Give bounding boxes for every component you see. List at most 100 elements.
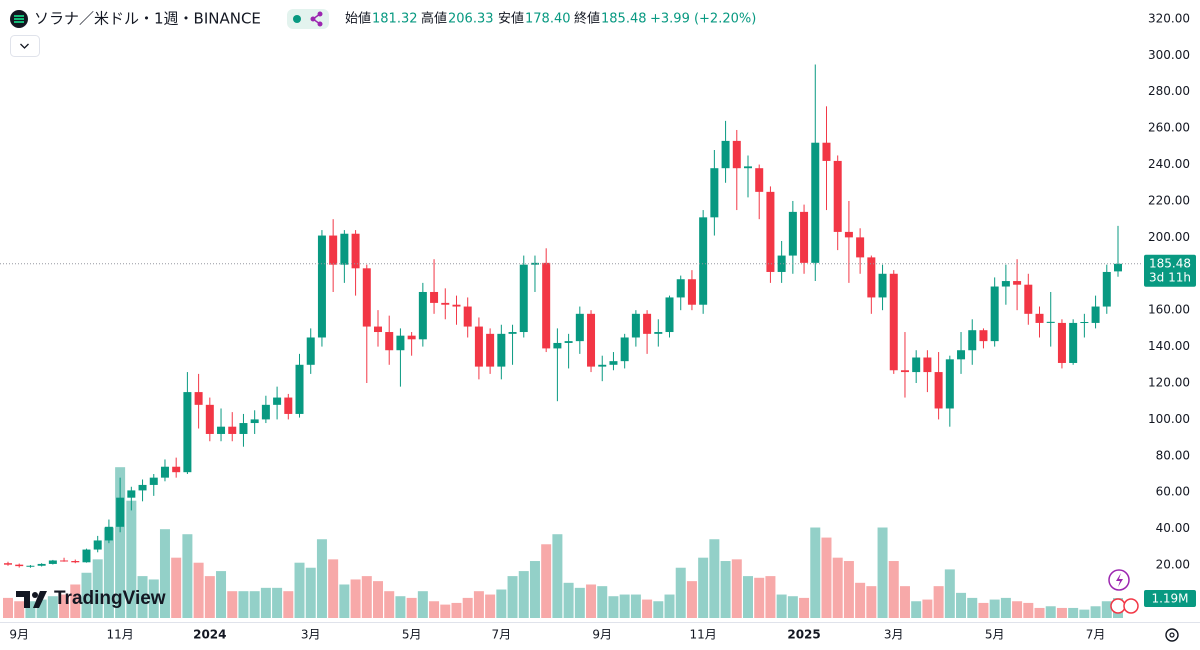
volume-bar xyxy=(148,579,159,618)
candle-body xyxy=(1102,271,1111,307)
volume-bar xyxy=(249,591,260,618)
volume-tag xyxy=(1144,590,1196,608)
candle-body xyxy=(362,268,371,327)
volume-bar xyxy=(47,596,58,618)
candle-body xyxy=(160,466,169,478)
candle-body xyxy=(620,337,629,362)
volume-bar xyxy=(1079,609,1090,618)
candle-body xyxy=(811,142,820,263)
candle-body xyxy=(878,273,887,298)
candle-body xyxy=(407,335,416,340)
volume-bar xyxy=(272,587,283,618)
y-tick-label: 240.00 xyxy=(1148,157,1190,171)
volume-bar xyxy=(597,586,608,618)
candle-body xyxy=(351,233,360,269)
candle-body xyxy=(732,140,741,169)
candle-body xyxy=(116,497,125,527)
volume-bar xyxy=(563,582,574,618)
close-label: 終値 xyxy=(574,11,600,27)
candle-body xyxy=(48,560,57,564)
volume-bar xyxy=(956,592,967,618)
candle-body xyxy=(82,549,91,563)
candle-body xyxy=(587,313,596,367)
candle-body xyxy=(945,359,954,409)
candle-body xyxy=(856,237,865,258)
candle-body xyxy=(912,357,921,373)
volume-bar xyxy=(899,586,910,618)
candle-body xyxy=(1080,322,1089,324)
candle-body xyxy=(755,168,764,192)
volume-bar xyxy=(720,561,731,618)
share-icon[interactable] xyxy=(310,11,323,27)
high-value: 206.33 xyxy=(448,12,494,27)
volume-bar xyxy=(664,594,675,618)
volume-bar xyxy=(967,597,978,618)
candle-body xyxy=(1069,322,1078,363)
candle-body xyxy=(452,304,461,307)
candle-body xyxy=(710,168,719,218)
event-icon[interactable] xyxy=(1123,598,1139,614)
price-tag-label: 185.48 xyxy=(1149,256,1191,270)
volume-bar xyxy=(451,602,462,618)
x-tick-label: 2025 xyxy=(787,628,820,642)
volume-bar xyxy=(944,569,955,618)
candle-body xyxy=(800,211,809,263)
y-tick-label: 260.00 xyxy=(1148,121,1190,135)
volume-bar xyxy=(294,562,305,618)
brand-logo xyxy=(16,591,47,608)
candle-body xyxy=(968,330,977,351)
volume-bar xyxy=(384,591,395,618)
volume-bar xyxy=(328,559,339,618)
candle-body xyxy=(430,291,439,303)
volume-bar xyxy=(978,602,989,618)
volume-bar xyxy=(171,557,182,618)
candle-body xyxy=(766,191,775,272)
candle-body xyxy=(665,297,674,333)
candle-body xyxy=(1013,281,1022,285)
settings-icon[interactable] xyxy=(1165,628,1179,642)
volume-bar xyxy=(832,557,843,618)
candle-body xyxy=(385,332,394,351)
volume-bar xyxy=(159,529,170,618)
volume-bar xyxy=(821,537,832,618)
chevron-icon xyxy=(20,43,29,49)
volume-bar xyxy=(799,597,810,618)
candle-body xyxy=(788,211,797,256)
low-value: 178.40 xyxy=(525,12,571,27)
volume-bar xyxy=(787,596,798,618)
volume-bar xyxy=(855,582,866,618)
candle-body xyxy=(418,291,427,340)
volume-bar xyxy=(1090,606,1101,618)
volume-bar xyxy=(496,589,507,618)
price-tag xyxy=(1144,254,1196,287)
candle-body xyxy=(396,335,405,351)
candle-body xyxy=(889,273,898,371)
candle-body xyxy=(284,397,293,414)
volume-bar xyxy=(429,601,440,618)
candle-body xyxy=(900,370,909,373)
high-label: 高値 xyxy=(421,11,447,27)
candle-body xyxy=(228,426,237,434)
volume-bar xyxy=(1012,601,1023,618)
candle-body xyxy=(923,357,932,373)
x-tick-label: 9月 xyxy=(592,628,612,642)
candle-body xyxy=(295,364,304,414)
overlay: ソラナ／米ドル・1週・BINANCE 始値 181.32 高値 206.33 安… xyxy=(0,9,1200,642)
volume-bar xyxy=(518,571,529,618)
volume-bar xyxy=(1000,597,1011,618)
volume-bar xyxy=(3,597,13,618)
candle-body xyxy=(93,540,102,550)
collapse-button[interactable] xyxy=(10,35,40,57)
candle-body xyxy=(1057,322,1066,363)
volume-bar xyxy=(462,597,473,618)
candle-body xyxy=(474,326,483,367)
volume-bar xyxy=(238,591,249,618)
volume-bar xyxy=(103,527,114,618)
candle-body xyxy=(631,313,640,338)
candle-body xyxy=(37,563,46,566)
candle-body xyxy=(374,326,382,333)
candle-body xyxy=(979,330,988,342)
event-icon[interactable] xyxy=(1110,598,1126,614)
